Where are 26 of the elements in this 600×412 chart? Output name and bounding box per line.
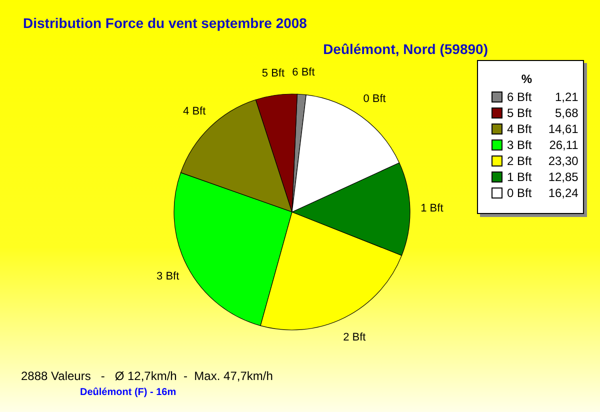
slice-label: 5 Bft <box>262 67 285 80</box>
legend-label: 2 Bft <box>507 154 532 168</box>
legend-title: % <box>521 72 532 86</box>
chart-title: Distribution Force du vent septembre 2008 <box>23 15 307 31</box>
chart-subtitle: Deûlémont, Nord (59890) <box>323 41 488 57</box>
legend-label: 1 Bft <box>507 170 532 184</box>
legend-label: 3 Bft <box>507 138 532 152</box>
slice-label: 3 Bft <box>156 270 180 283</box>
data-label: 1,21 <box>554 90 578 104</box>
slice-label: 4 Bft <box>183 106 206 118</box>
slice-label: 2 Bft <box>343 331 366 344</box>
data-label: 26,11 <box>549 138 578 152</box>
text: Deûlémont (F) - 16m <box>80 387 176 398</box>
legend-label: 0 Bft <box>507 186 532 200</box>
text: 2888 Valeurs - Ø 12,7km/h - Max. 47,7km/h <box>21 369 273 383</box>
legend-label: 5 Bft <box>507 106 532 120</box>
data-label: 12,85 <box>548 170 578 184</box>
data-label: 16,24 <box>548 186 578 200</box>
legend-label: 6 Bft <box>507 90 532 104</box>
slice-label: 1 Bft <box>420 202 444 214</box>
legend-label: 4 Bft <box>507 122 532 136</box>
data-label: 23,30 <box>548 154 578 168</box>
slice-label: 6 Bft <box>292 66 315 78</box>
data-label: 5,68 <box>554 106 578 120</box>
slice-label: 0 Bft <box>363 92 386 105</box>
data-label: 14,61 <box>548 122 578 136</box>
